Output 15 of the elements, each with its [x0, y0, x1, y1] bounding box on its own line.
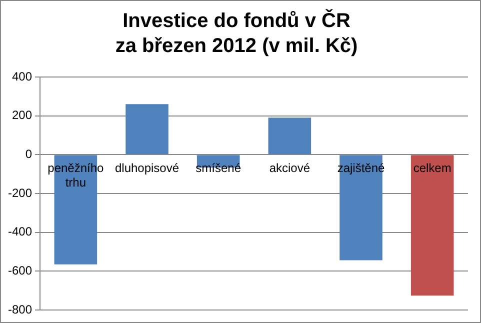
- x-tick-label: dluhopisové: [114, 161, 180, 176]
- x-tick-label: celkem: [413, 161, 452, 176]
- y-tick-label: 0: [25, 146, 32, 161]
- bar: [126, 104, 168, 154]
- y-tick-label: -200: [8, 186, 32, 200]
- bar: [340, 155, 382, 260]
- x-tick-label: akciové: [269, 161, 310, 176]
- bar: [268, 118, 312, 154]
- y-tick-label: 200: [12, 108, 32, 122]
- y-tick-label: -800: [8, 302, 32, 316]
- y-tick-label: -400: [8, 224, 32, 239]
- bar: [410, 155, 454, 296]
- y-tick-label: 400: [12, 69, 32, 84]
- y-tick-label: -600: [8, 263, 32, 278]
- chart-title: Investice do fondů v ČR za březen 2012 (v mil. Kč): [115, 9, 358, 58]
